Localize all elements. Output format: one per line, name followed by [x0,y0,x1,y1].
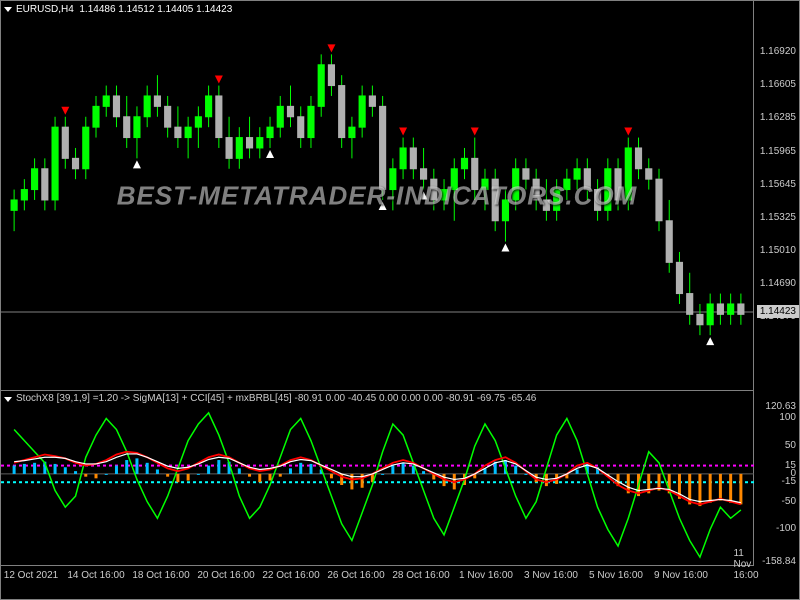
price-tick: 1.16920 [760,46,796,57]
time-tick: 3 Nov 16:00 [524,570,578,581]
time-tick: 22 Oct 16:00 [262,570,319,581]
price-tick: 1.14690 [760,278,796,289]
time-tick: 1 Nov 16:00 [459,570,513,581]
indicator-header: StochX8 [39,1,9] =1.20 -> SigMA[13] + CC… [16,393,536,404]
price-tick: 1.15965 [760,146,796,157]
time-x-axis: 12 Oct 2021 14 Oct 16:00 18 Oct 16:00 20 Oc… [1,564,754,599]
price-tick: 1.15325 [760,212,796,223]
time-tick: 11 Nov 16:00 [733,548,758,581]
time-tick: 12 Oct 2021 [4,570,58,581]
price-y-axis: 1.16920 1.16605 1.16285 1.15965 1.15645 1.153… [752,1,799,391]
time-tick: 26 Oct 16:00 [327,570,384,581]
chart-header: EURUSD,H4 1.14486 1.14512 1.14405 1.1442… [16,4,232,15]
indicator-tick: -50 [782,496,796,507]
time-tick: 5 Nov 16:00 [589,570,643,581]
indicator-tick: 100 [779,412,796,423]
indicator-y-axis: 120.6310050150-15-50-100-158.84 [752,391,799,566]
indicator-chart[interactable]: StochX8 [39,1,9] =1.20 -> SigMA[13] + CC… [1,391,754,566]
indicator-tick: -158.84 [762,556,796,567]
indicator-tick: 120.63 [765,401,796,412]
main-price-chart[interactable]: EURUSD,H4 1.14486 1.14512 1.14405 1.1442… [1,1,754,391]
price-tick: 1.16605 [760,79,796,90]
time-tick: 20 Oct 16:00 [197,570,254,581]
time-tick: 28 Oct 16:00 [392,570,449,581]
time-tick: 14 Oct 16:00 [67,570,124,581]
time-tick: 9 Nov 16:00 [654,570,708,581]
price-tick: 1.15010 [760,245,796,256]
price-tick: 1.15645 [760,179,796,190]
indicator-tick: 50 [785,440,796,451]
current-price-box: 1.14423 [757,305,799,318]
watermark-text: BEST-METATRADER-INDICATORS.COM [117,180,638,211]
indicator-tick: -15 [782,476,796,487]
indicator-tick: -100 [776,523,796,534]
price-tick: 1.16285 [760,112,796,123]
time-tick: 18 Oct 16:00 [132,570,189,581]
